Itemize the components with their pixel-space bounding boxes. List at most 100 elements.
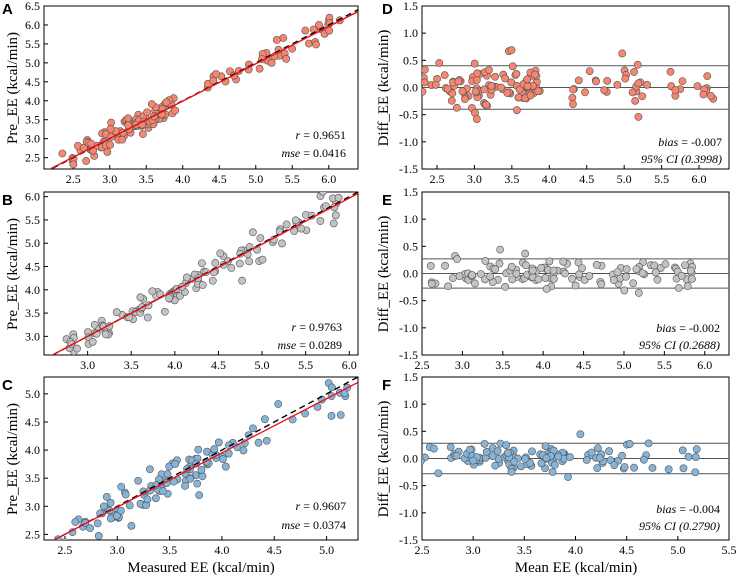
data-point — [691, 453, 700, 461]
data-point — [541, 274, 550, 282]
data-point — [193, 479, 202, 488]
data-point — [69, 160, 78, 169]
data-point — [61, 538, 69, 540]
data-point — [124, 114, 133, 123]
stat-r-c: r = 0.9607 — [296, 499, 346, 513]
data-point — [593, 444, 602, 453]
data-point — [198, 281, 207, 289]
data-point — [542, 454, 551, 462]
data-point — [587, 448, 596, 457]
data-point — [440, 71, 449, 80]
y-tick-label-b: 3.5 — [25, 306, 40, 320]
data-point — [678, 77, 687, 86]
x-tick-label-f: 5.5 — [722, 543, 736, 557]
data-point — [171, 106, 180, 115]
x-tick-label-e: 2.5 — [415, 358, 430, 372]
x-tick-label-a: 6.0 — [321, 172, 336, 186]
data-point — [227, 264, 236, 272]
data-point — [239, 446, 248, 455]
data-point — [622, 265, 631, 274]
x-tick-label-b: 6.0 — [342, 358, 357, 372]
data-point — [455, 272, 464, 281]
data-point — [112, 308, 121, 317]
data-point — [699, 90, 708, 99]
x-tick-label-d: 2.5 — [429, 172, 444, 186]
data-point — [117, 482, 126, 491]
panel-letter-d: D — [382, 1, 393, 18]
y-tick-label-d: -1.0 — [399, 135, 418, 149]
data-point — [325, 26, 334, 35]
y-tick-label-f: 1.0 — [403, 397, 418, 411]
data-point — [605, 447, 614, 456]
plot-marks-b — [50, 192, 358, 355]
data-point — [258, 255, 267, 264]
y-tick-label-f: -0.5 — [399, 479, 418, 493]
y-tick-label-a: 5.5 — [25, 37, 40, 51]
data-point — [622, 272, 630, 281]
data-point — [632, 265, 641, 274]
data-point — [653, 275, 662, 284]
data-point — [138, 130, 147, 138]
stat-bias-e: bias = -0.002 — [656, 321, 720, 335]
data-point — [127, 521, 136, 530]
regression-line — [48, 10, 358, 169]
x-tick-label-a: 4.0 — [175, 172, 190, 186]
data-point — [282, 220, 291, 229]
y-tick-label-d: -0.5 — [399, 108, 418, 122]
y-tick-label-b: 3.0 — [25, 329, 40, 343]
data-point — [112, 511, 121, 520]
data-point — [309, 25, 318, 34]
stat-r-b: r = 0.9763 — [292, 320, 342, 334]
data-point — [497, 83, 505, 92]
x-tick-label-d: 3.5 — [504, 172, 519, 186]
data-point — [485, 66, 493, 74]
y-tick-label-f: 0.0 — [403, 452, 418, 466]
data-point — [336, 411, 345, 419]
data-point — [634, 112, 643, 121]
y-tick-label-d: 0.0 — [403, 81, 418, 95]
data-point — [254, 438, 263, 447]
data-point — [503, 89, 512, 97]
data-point — [146, 465, 154, 474]
y-tick-label-e: -0.5 — [399, 294, 418, 308]
data-point — [534, 87, 542, 95]
data-point — [523, 75, 532, 84]
data-point — [159, 487, 167, 496]
data-point — [613, 81, 622, 89]
data-point — [554, 452, 563, 461]
data-point — [521, 249, 530, 258]
x-tick-label-d: 4.5 — [579, 172, 594, 186]
data-point — [521, 454, 530, 463]
data-point — [585, 67, 594, 75]
data-point — [684, 452, 693, 461]
stat-bias-d: bias = -0.007 — [658, 135, 722, 149]
data-point — [648, 463, 657, 472]
data-point — [101, 330, 110, 339]
identity-line — [49, 9, 358, 169]
data-point — [507, 467, 516, 476]
x-tick-label-a: 3.5 — [139, 172, 154, 186]
x-axis-title-right: Mean EE (kcal/min) — [515, 560, 637, 576]
data-point — [210, 445, 219, 454]
data-point — [427, 279, 436, 288]
data-point — [211, 258, 220, 267]
data-point — [530, 70, 539, 79]
data-point — [496, 245, 505, 254]
data-point — [143, 495, 152, 504]
data-point — [706, 91, 715, 100]
data-point — [73, 344, 81, 353]
data-point — [208, 276, 217, 285]
x-tick-label-d: 3.0 — [467, 172, 482, 186]
stat-ci-d: 95% CI (0.3998) — [641, 152, 722, 166]
data-point — [688, 275, 696, 283]
data-point — [491, 461, 500, 470]
data-point — [106, 140, 114, 149]
data-point — [559, 257, 568, 266]
data-point — [106, 125, 115, 133]
y-tick-label-e: -1.5 — [399, 348, 418, 362]
data-point — [610, 461, 619, 470]
data-point — [534, 275, 543, 284]
y-tick-label-b: 4.5 — [25, 260, 40, 274]
data-point — [143, 313, 152, 322]
data-point — [181, 481, 189, 490]
